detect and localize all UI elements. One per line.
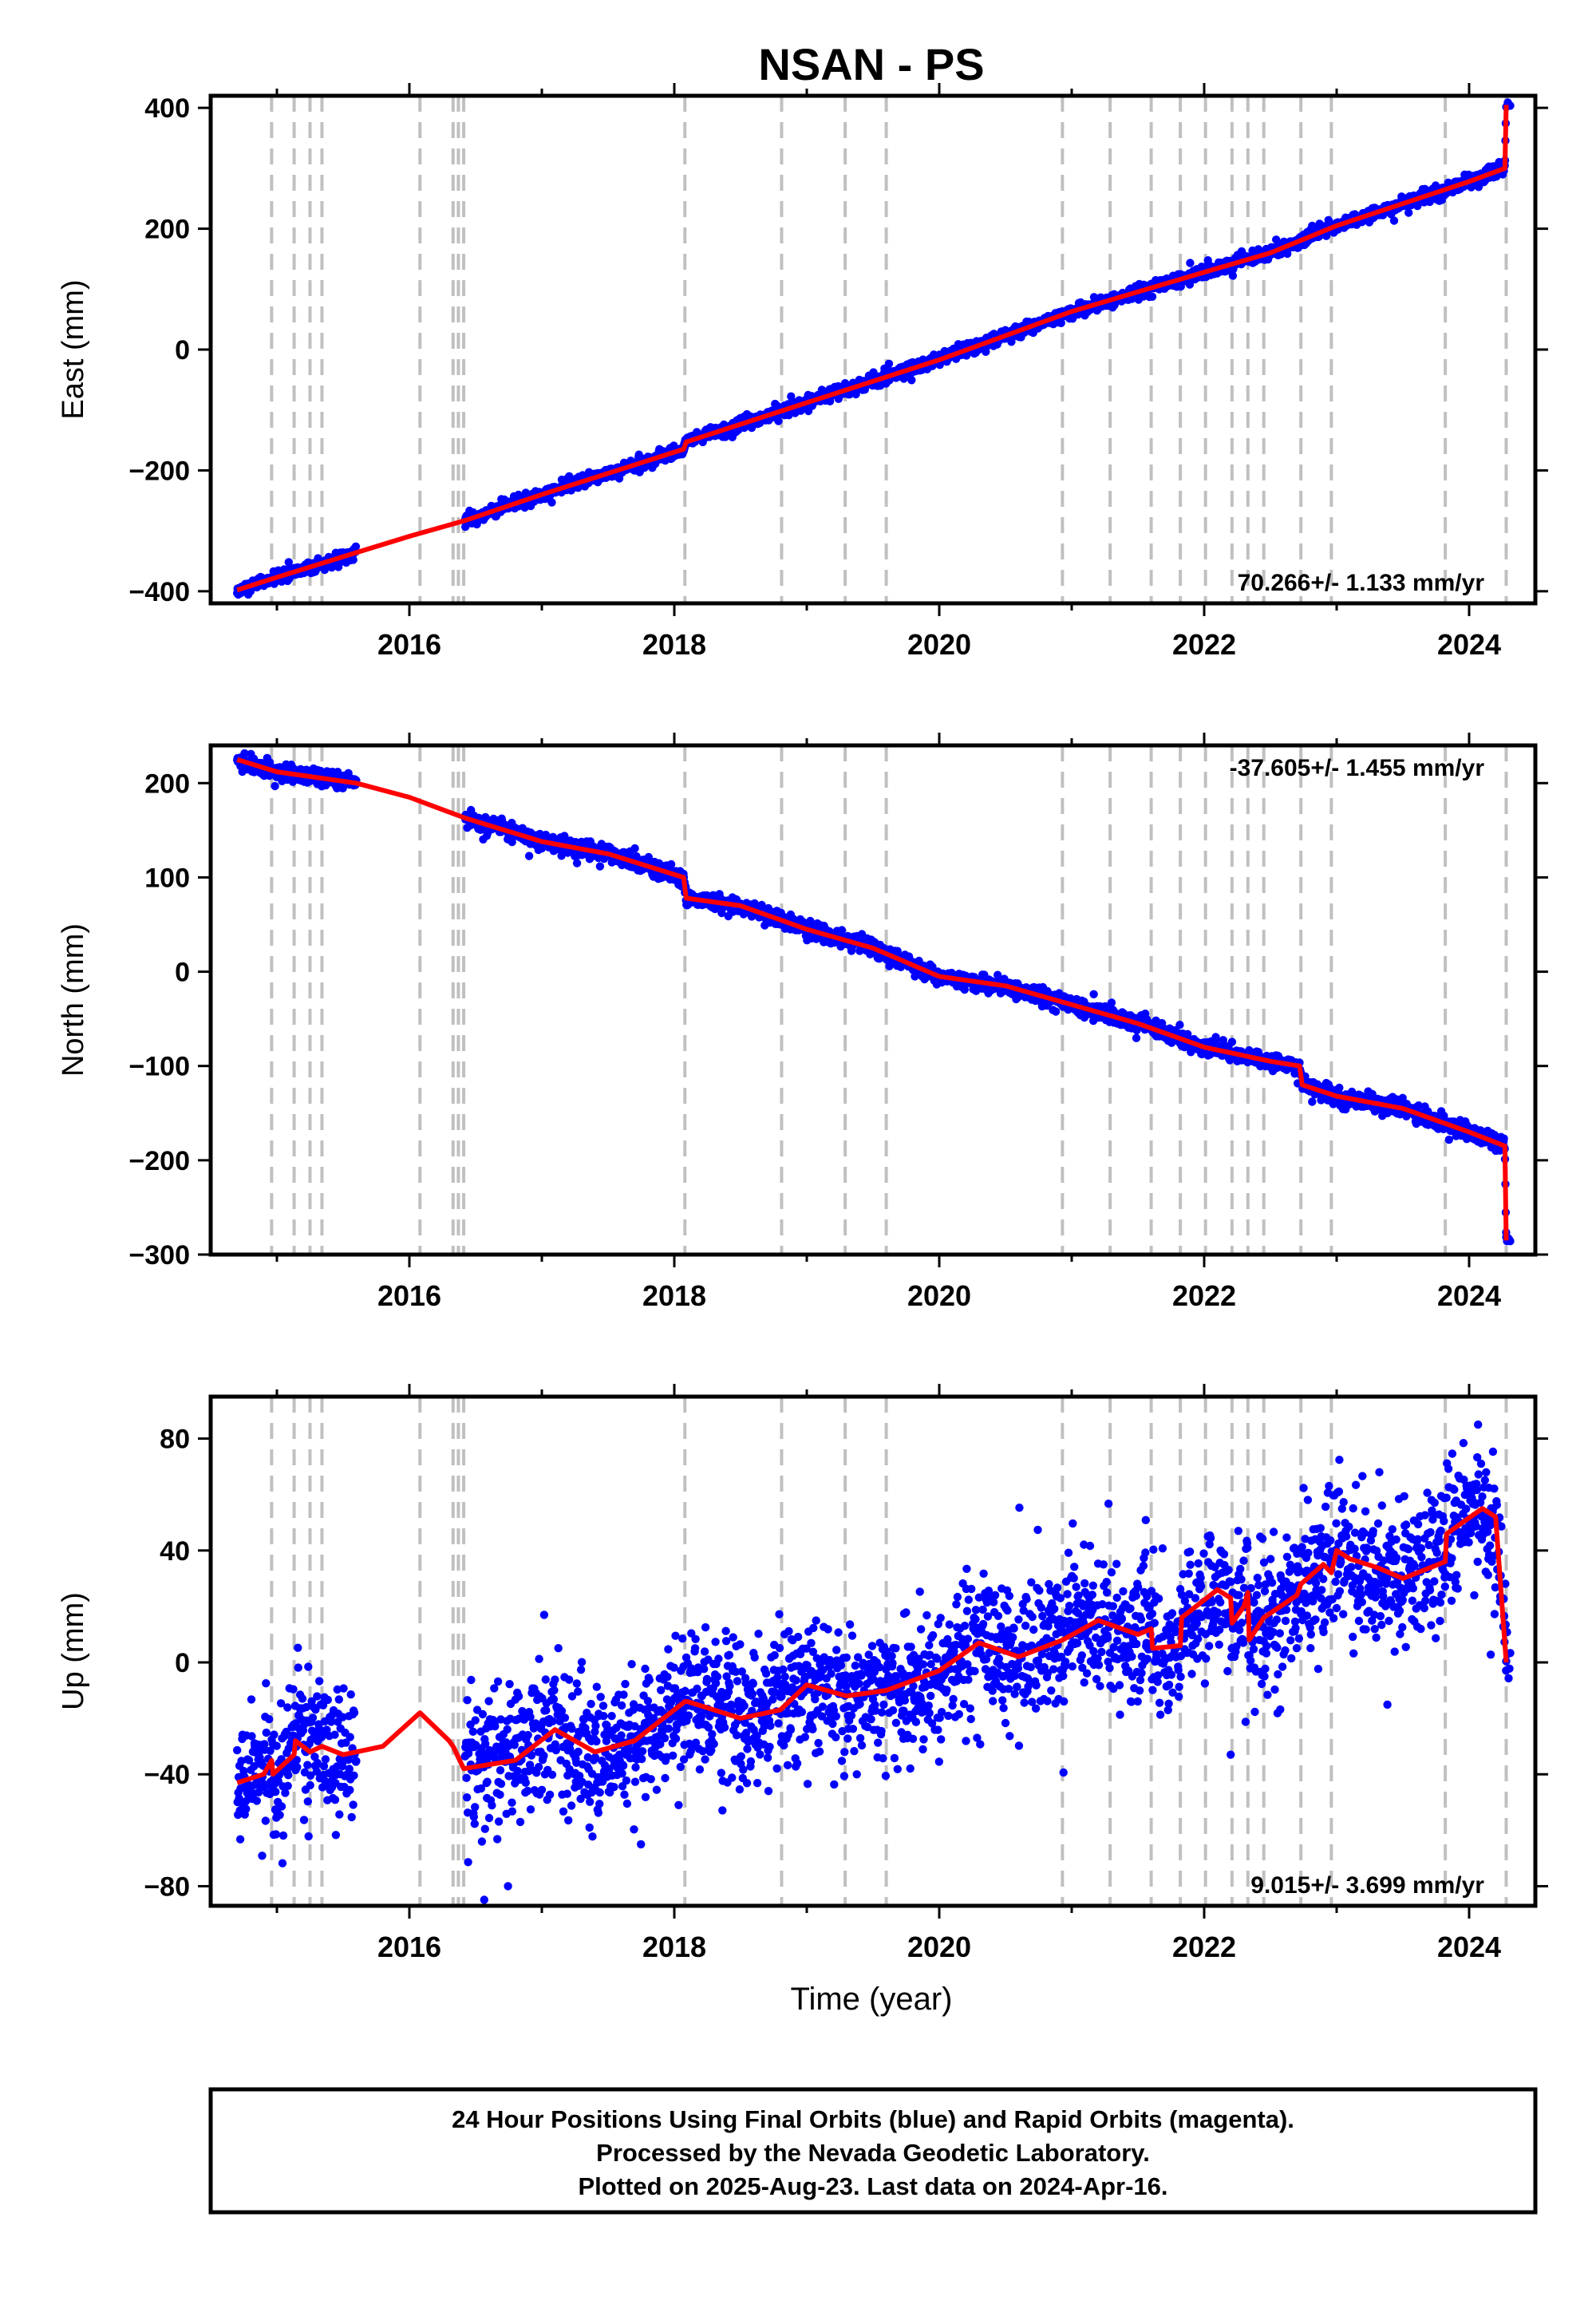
north-data-point-90 [271,781,279,791]
north-data-point-598 [595,862,605,871]
north-event-lines [270,745,1508,1255]
north-data-point-1812 [1107,998,1116,1007]
north-data-point-680 [630,844,639,853]
east-rate-annotation: 70.266+/- 1.133 mm/yr [1238,570,1485,596]
east-data-point-269 [349,555,358,564]
north-data-point-983 [757,900,766,910]
east-y-axis: −400 −200 0 200 400 [128,93,1548,607]
east-y-axis-label: East (mm) [57,279,90,419]
east-data-point-1914 [1148,292,1157,301]
east-data-point-2002 [1185,280,1195,289]
north-data-point-711 [644,852,653,862]
north-data-point-435 [524,852,534,860]
east-data-point-477 [547,498,556,507]
east-data-point-2478 [1389,216,1399,225]
east-ytick-label-2: 0 [175,335,190,366]
north-data-point-1686 [1051,1007,1061,1016]
north-data-point-764 [666,860,676,869]
east-data-point-1016 [774,417,783,425]
east-xtick-label-3: 2022 [1172,628,1236,661]
north-data-point-1874 [1132,1034,1141,1042]
chart-title: NSAN - PS [758,39,984,89]
north-plot-background [211,745,1535,1255]
east-xtick-label-2: 2020 [907,628,971,661]
east-data-point-2102 [1228,271,1238,280]
east-data-point-1345 [907,376,916,385]
east-ytick-label-4: 400 [144,93,190,124]
east-ytick-label-0: −400 [128,577,190,607]
east-xtick-label-0: 2016 [377,628,441,661]
north-data-point-16 [240,749,249,758]
north-data-point-2097 [1227,1037,1237,1046]
east-plot-background [211,96,1535,603]
east-x-axis: 2016 2018 2020 2022 2024 [275,83,1501,661]
north-data-point-76 [265,758,275,767]
east-data-point-276 [351,542,361,551]
east-data-point-2003 [1186,259,1195,267]
north-data-point-2060 [1211,1033,1220,1041]
panel-east: −400 −200 0 200 400 2016 2018 2020 2022 2024 East … [57,83,1548,661]
north-data-point-1181 [837,926,847,935]
north-data-point-1976 [1175,1021,1184,1030]
north-data-point-543 [572,859,582,868]
east-data-point-2512 [1404,208,1413,217]
east-model-line [236,105,1509,593]
east-ytick-label-1: −200 [128,456,190,486]
east-xtick-label-1: 2018 [642,628,706,661]
east-data-point-119 [284,558,293,567]
east-xtick-label-4: 2024 [1437,628,1501,661]
east-data-point-1289 [884,359,894,368]
north-data-point-1469 [960,985,970,994]
east-data-point-1697 [1057,318,1065,327]
east-data-point-1522 [982,347,990,356]
north-data-point-1775 [1089,990,1098,999]
east-ytick-label-3: 200 [144,215,190,245]
